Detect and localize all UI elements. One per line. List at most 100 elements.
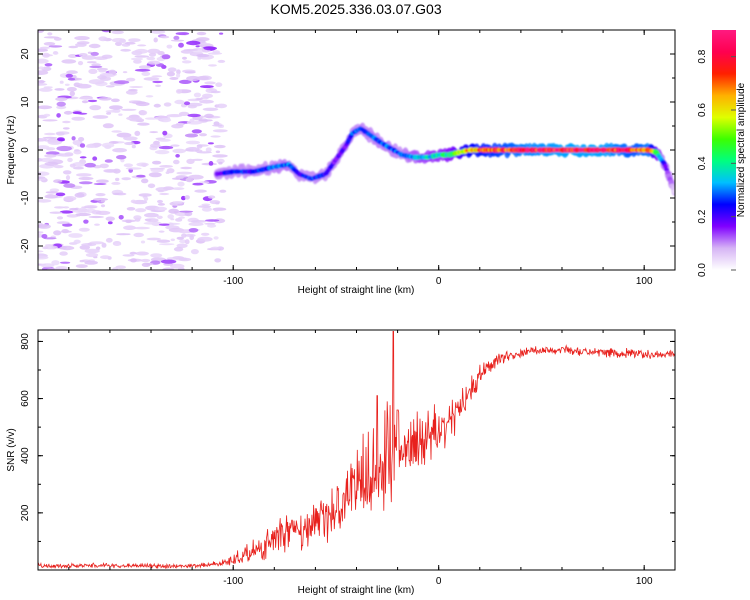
spectrogram-noise-cell <box>178 79 192 84</box>
spectrogram-noise-cell <box>202 107 219 112</box>
spectrogram-noise-cell <box>147 48 160 54</box>
spectrogram-noise-cell <box>213 236 219 240</box>
spectrogram-noise-cell <box>59 245 75 251</box>
spectrogram-noise-cell <box>163 102 172 107</box>
spectrogram-noise-cell <box>61 223 73 227</box>
spectrogram-noise-cell <box>38 250 44 253</box>
spectrogram-noise-cell <box>38 48 48 52</box>
spectrogram-noise-cell <box>184 211 193 217</box>
spectrogram-noise-cell <box>187 174 204 180</box>
spectrogram-noise-cell <box>78 96 94 100</box>
spectrogram-noise-cell <box>97 75 107 80</box>
spectrogram-noise-cell <box>165 171 170 175</box>
spectrogram-noise-cell <box>133 226 150 230</box>
colorbar-bar <box>712 30 736 270</box>
spectrogram-noise-cell <box>212 154 228 158</box>
spectrogram-noise-cell <box>185 140 200 145</box>
spectrogram-noise-cell <box>159 35 170 39</box>
spectrogram-noise-cell <box>154 206 167 211</box>
spectrogram-noise-cell <box>94 223 100 226</box>
spectrogram-noise-cell <box>159 192 170 196</box>
spectrogram-noise-cell <box>186 75 201 82</box>
spectrogram-noise-cell <box>95 210 111 215</box>
spectrogram-noise-cell <box>166 71 175 77</box>
spectrogram-noise-cell <box>74 36 90 41</box>
snr-marks <box>38 331 675 569</box>
spectrogram-noise-cell <box>92 156 98 161</box>
spectrogram-noise-cell <box>133 215 142 221</box>
spectrogram-noise-cell <box>57 137 65 142</box>
spectrogram-noise-cell <box>181 195 186 201</box>
spectrogram-noise-cell <box>134 130 141 136</box>
spectrogram-noise-cell <box>196 31 207 36</box>
spectrogram-noise-cell <box>134 55 150 58</box>
spectrogram-noise-cell <box>38 199 52 203</box>
spectrogram-noise-cell <box>74 192 85 198</box>
spectrogram-noise-cell <box>172 201 183 204</box>
spectrogram-noise-cell <box>196 76 209 81</box>
spectrogram-noise-cell <box>208 64 217 67</box>
spectrogram-noise-cell <box>214 258 222 263</box>
spectrogram-noise-cell <box>78 181 93 185</box>
spectrogram-noise-cell <box>38 80 45 84</box>
spectrogram-noise-cell <box>213 144 226 149</box>
spectrogram-noise-cell <box>186 158 195 164</box>
spectrogram-noise-cell <box>158 230 165 233</box>
spectrogram-noise-cell <box>119 38 126 44</box>
spectrogram-noise-cell <box>59 210 74 214</box>
spectrogram-noise-cell <box>170 238 175 242</box>
spectrogram-noise-cell <box>62 120 71 124</box>
spectrogram-noise-cell <box>42 52 50 58</box>
spectrogram-noise-cell <box>178 175 184 179</box>
spectrogram-noise-cell <box>134 68 151 72</box>
spectrogram-noise-cell <box>176 73 181 78</box>
spectrogram-noise-cell <box>56 113 61 118</box>
colorbar-ticks: 0.0 0.2 0.4 0.6 0.8 <box>697 49 736 277</box>
spectrogram-noise-cell <box>133 59 142 64</box>
spectrogram-noise-cell <box>155 187 169 192</box>
spectrogram-noise-cell <box>49 211 63 214</box>
spectrogram-noise-cell <box>38 83 48 86</box>
spectrogram-noise-cell <box>41 234 48 239</box>
spectrogram-noise-cell <box>125 167 142 170</box>
spectrogram-noise-cell <box>99 163 109 169</box>
spectrogram-noise-cell <box>167 214 174 220</box>
spectrogram-noise-cell <box>38 138 47 142</box>
spectrogram-noise-cell <box>210 135 221 138</box>
spectrogram-noise-cell <box>195 97 204 101</box>
spectrogram-noise-cell <box>115 177 120 182</box>
snr-frame <box>37 329 676 571</box>
spectrogram-noise-cell <box>215 82 223 87</box>
spectrogram-noise-cell <box>38 171 50 176</box>
spectrogram-noise-cell <box>207 142 214 145</box>
spectrogram-noise-cell <box>197 236 213 242</box>
spectrogram-noise-cell <box>101 30 112 33</box>
spectrogram-noise-cell <box>181 233 187 238</box>
spectrogram-noise-cell <box>104 159 113 163</box>
spectrogram-noise-cell <box>81 243 97 247</box>
spectrogram-noise-cell <box>115 265 126 270</box>
spectrogram-noise-cell <box>98 36 108 42</box>
spectrogram-noise-cell <box>148 52 157 57</box>
spectrogram-noise-cell <box>162 130 168 136</box>
spectrogram-noise-cell <box>77 83 83 86</box>
spectrogram-noise-cell <box>149 131 159 134</box>
spectrogram-noise-cell <box>179 210 194 213</box>
spectrogram-noise-cell <box>124 41 136 45</box>
spectrogram-noise-cell <box>184 71 196 74</box>
spectrogram-noise-cell <box>150 253 163 258</box>
spectrogram-noise-cell <box>77 61 84 66</box>
spectrogram-noise-cell <box>79 143 86 148</box>
spectrogram-noise-cell <box>140 240 146 244</box>
spectrogram-noise-cell <box>156 215 163 219</box>
spectrogram-noise-cell <box>89 65 103 69</box>
spectrogram-noise-cell <box>102 123 114 129</box>
spectrogram-noise-cell <box>218 161 223 165</box>
spectrogram-noise-cell <box>118 215 124 220</box>
spectrogram-noise-cell <box>51 260 60 266</box>
spectrogram-noise-cell <box>195 45 200 48</box>
spectrogram-noise-cell <box>101 242 107 248</box>
chart-title: KOM5.2025.336.03.07.G03 <box>270 1 441 17</box>
y-tick-label: -10 <box>20 190 31 205</box>
